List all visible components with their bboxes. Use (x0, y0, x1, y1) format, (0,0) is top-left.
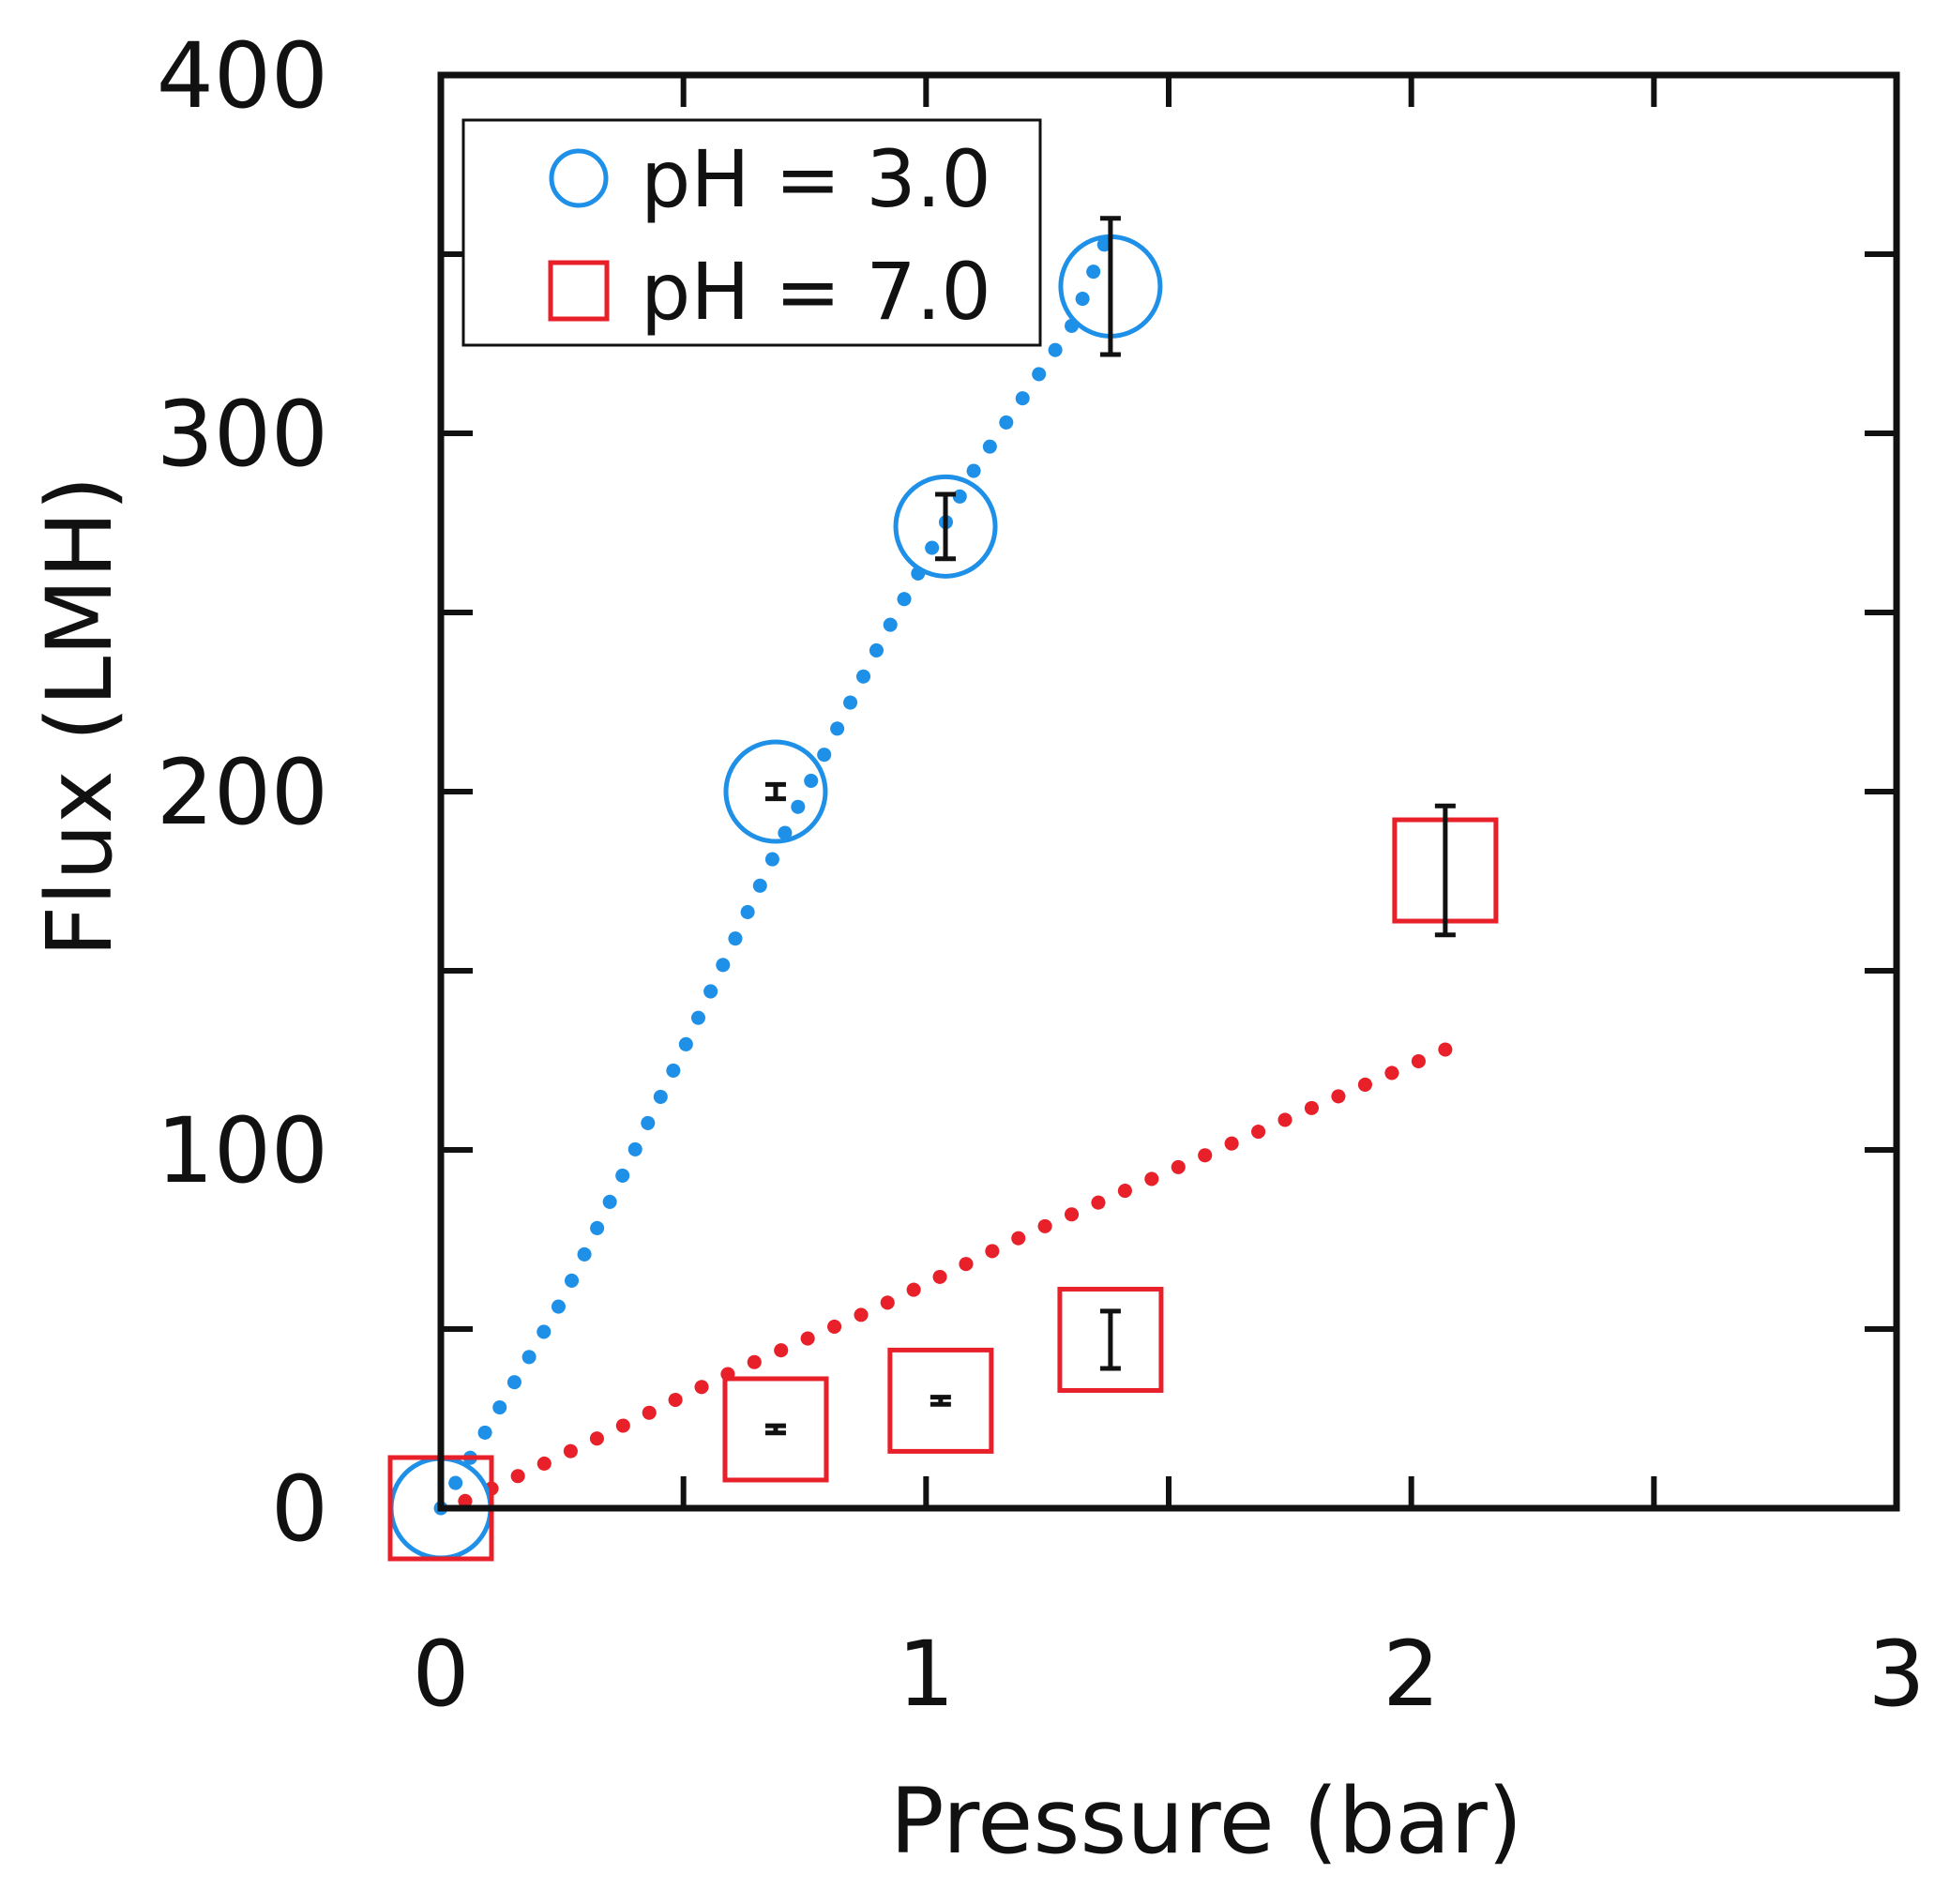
marker-square (1057, 1286, 1164, 1393)
marker-circle (893, 474, 998, 579)
marker-square (722, 1376, 829, 1483)
y-tick-label: 0 (271, 1457, 328, 1562)
marker-circle (723, 739, 828, 844)
legend-marker-circle (549, 148, 609, 208)
y-axis-title: Flux (LMH) (27, 476, 132, 957)
fit-line-series-1 (458, 1042, 1453, 1508)
x-axis-tick-labels: 0 1 2 3 (412, 1622, 1925, 1727)
legend-label: pH = 7.0 (641, 246, 991, 338)
fit-lines (433, 221, 1453, 1516)
x-tick-label: 2 (1383, 1622, 1440, 1727)
y-tick-label: 100 (157, 1098, 328, 1203)
x-tick-label: 0 (412, 1622, 469, 1727)
legend-marker-square (548, 260, 610, 322)
x-axis-ticks (438, 75, 1899, 1508)
y-tick-label: 200 (157, 740, 328, 845)
legend: pH = 3.0 pH = 7.0 (461, 118, 1042, 347)
error-bars (764, 216, 1456, 1436)
marker-square (887, 1347, 994, 1454)
y-tick-label: 400 (157, 23, 328, 128)
x-tick-label: 3 (1867, 1622, 1925, 1727)
x-tick-label: 1 (898, 1622, 955, 1727)
data-markers (387, 234, 1499, 1562)
legend-label: pH = 3.0 (641, 133, 991, 225)
fit-line-series-0 (433, 221, 1118, 1516)
y-tick-label: 300 (157, 382, 328, 487)
x-axis-title: Pressure (bar) (890, 1769, 1523, 1874)
plot-frame (437, 71, 1900, 1512)
y-axis-tick-labels: 0 100 200 300 400 (157, 23, 328, 1562)
